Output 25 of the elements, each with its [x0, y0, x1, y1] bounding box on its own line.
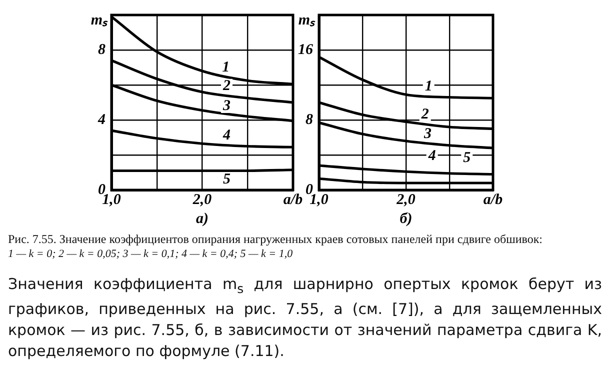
x-tick-label: 2,0 [396, 192, 416, 208]
annotation: 4 [427, 148, 436, 164]
y-axis-title: mₛ [90, 12, 108, 28]
annotation: 4 [222, 128, 232, 144]
text: 1 — k = 0; 2 — k = 0,05; 3 — k = 0,1; 4 — k = 0,4; 5 — k = 1,0 [8, 247, 294, 262]
x-tick-label: 2,0 [192, 192, 212, 208]
annotation: 3 [222, 98, 232, 114]
x-tick-label: a/b [283, 192, 304, 208]
annotation: 2 [222, 78, 232, 94]
annotation: 1 [424, 78, 432, 95]
y-tick-label: 8 [98, 42, 106, 58]
text: Значения коэффициента m$_{s}$ для шарнирно опертых кромок берут из графиков, приведенных на рис. 7.55, а (см. [7]), а для защемленных кромок — из рис. 7.55, б, в зависимости от значений параметра сдвига K, определяемого по формуле (7.11). [8, 274, 602, 362]
annotation: 3 [423, 126, 432, 142]
annotation: 2 [420, 106, 430, 123]
annotation: 5 [223, 171, 232, 188]
x-tick-label: a/b [483, 192, 504, 208]
text: Рис. 7.55. Значение коэффициентов опирания нагруженных краев сотовых панелей при сдвиге обшивок: [8, 232, 544, 247]
annotation: 5 [463, 150, 472, 166]
x-axis-title: а) [196, 210, 208, 227]
y-tick-label: 8 [306, 112, 314, 128]
y-tick-label: 4 [97, 112, 106, 128]
y-tick-label: 16 [298, 42, 314, 58]
x-axis-title: б) [400, 210, 412, 227]
y-axis-title: mₛ [298, 12, 316, 28]
annotation: 1 [222, 59, 230, 76]
